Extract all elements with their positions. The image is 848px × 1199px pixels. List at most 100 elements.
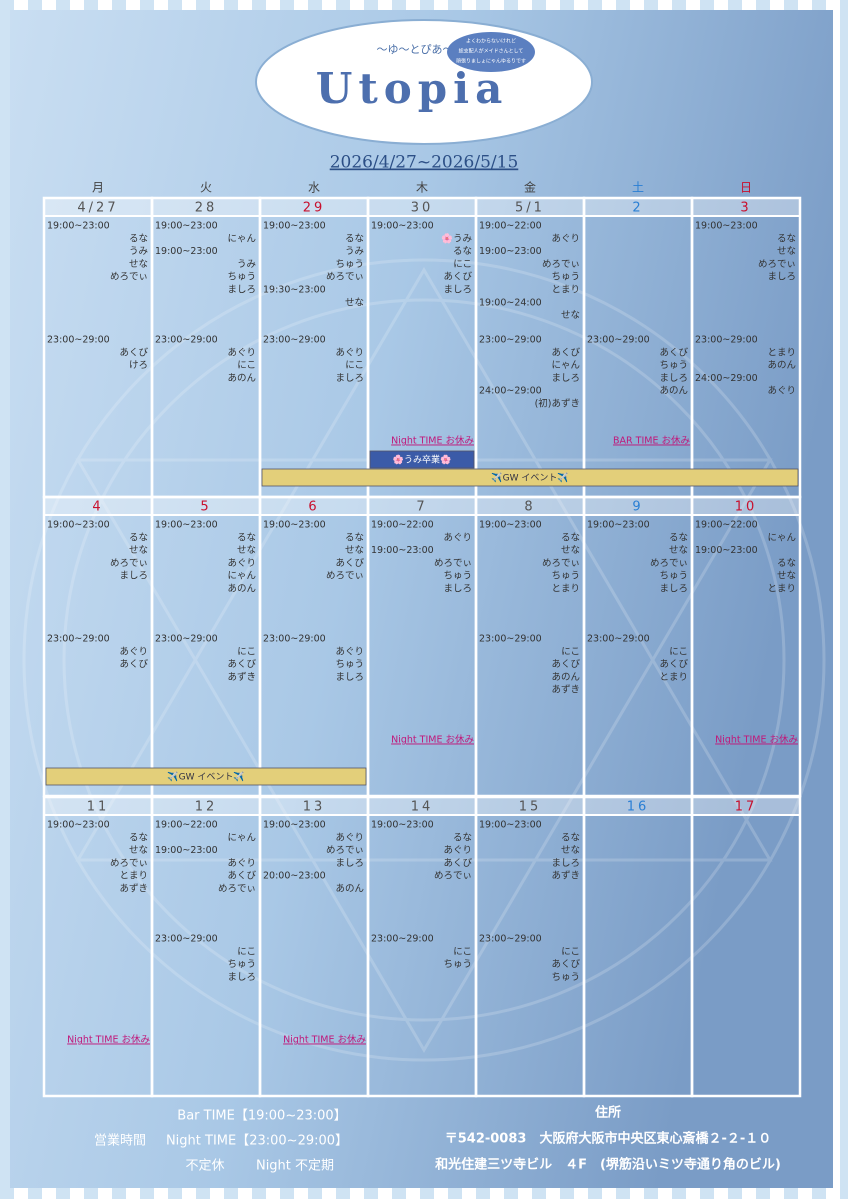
staff-name: ちゅう bbox=[443, 959, 472, 970]
weekday: 水 bbox=[308, 181, 320, 195]
staff-name: あくび bbox=[551, 659, 580, 670]
staff-name: あくび bbox=[659, 347, 688, 358]
staff-name: あくび bbox=[551, 959, 580, 970]
shift-time: 19:00~23:00 bbox=[479, 520, 542, 531]
staff-name: ちゅう bbox=[551, 272, 580, 283]
staff-name: あぐり bbox=[119, 646, 148, 657]
weekday: 木 bbox=[416, 181, 428, 195]
staff-name: にこ bbox=[561, 946, 580, 957]
shift-time: 19:00~22:00 bbox=[479, 221, 542, 232]
staff-name: ちゅう bbox=[659, 571, 688, 582]
staff-name: とまり bbox=[659, 672, 688, 683]
shift-time: 19:00~23:00 bbox=[479, 820, 542, 831]
staff-name: ましろ bbox=[227, 972, 256, 983]
hours-night: Night TIME【23:00~29:00】 bbox=[166, 1134, 348, 1149]
shift-time: 19:00~23:00 bbox=[155, 246, 218, 257]
weekday: 土 bbox=[632, 181, 644, 195]
date: 17 bbox=[735, 800, 758, 815]
staff-name: にゃん bbox=[767, 532, 796, 543]
staff-name: せな bbox=[345, 297, 364, 308]
closed-note: Night TIME お休み bbox=[391, 435, 474, 447]
staff-name: めろでぃ bbox=[326, 571, 364, 582]
staff-name: めろでぃ bbox=[758, 259, 796, 270]
staff-name: ちゅう bbox=[335, 659, 364, 670]
staff-name: にこ bbox=[669, 646, 688, 657]
staff-name: あぐり bbox=[335, 646, 364, 657]
shift-time: 23:00~29:00 bbox=[155, 934, 218, 945]
staff-name: あぐり bbox=[443, 845, 472, 856]
shift-time: 23:00~29:00 bbox=[263, 335, 326, 346]
shift-time: 19:00~23:00 bbox=[155, 520, 218, 531]
shift-time: 19:00~23:00 bbox=[371, 221, 434, 232]
staff-name: ましろ bbox=[119, 571, 148, 582]
date: 4/27 bbox=[77, 201, 118, 216]
staff-name: あくび bbox=[119, 659, 148, 670]
staff-name: ましろ bbox=[335, 373, 364, 384]
staff-name: とまり bbox=[551, 584, 580, 595]
address-line: 〒542-0083 大阪府大阪市中央区東心斎橋２-２-１０ bbox=[445, 1131, 772, 1147]
bubble-text: 総支配人がメイドさんとして bbox=[459, 48, 524, 55]
date: 6 bbox=[308, 500, 319, 515]
staff-name: にゃん bbox=[227, 233, 256, 244]
staff-name: るな bbox=[777, 233, 796, 244]
shift-time: 23:00~29:00 bbox=[587, 335, 650, 346]
staff-name: めろでぃ bbox=[110, 558, 148, 569]
weekday: 月 bbox=[92, 181, 104, 195]
staff-name: ちゅう bbox=[227, 959, 256, 970]
date: 16 bbox=[627, 800, 650, 815]
staff-name: るな bbox=[345, 233, 364, 244]
closed-note: Night TIME お休み bbox=[67, 1034, 150, 1046]
date: 8 bbox=[524, 500, 535, 515]
staff-name: あずき bbox=[551, 685, 580, 696]
date: 5 bbox=[200, 500, 211, 515]
staff-name: めろでぃ bbox=[434, 871, 472, 882]
staff-name: あぐり bbox=[443, 532, 472, 543]
date: 29 bbox=[303, 201, 326, 216]
staff-name: あぐり bbox=[767, 386, 796, 397]
staff-name: 🌸うみ bbox=[441, 232, 472, 244]
closed: 不定休 bbox=[185, 1159, 224, 1174]
shift-time: 23:00~29:00 bbox=[695, 335, 758, 346]
staff-name: るな bbox=[237, 532, 256, 543]
staff-name: るな bbox=[453, 246, 472, 257]
staff-name: ちゅう bbox=[551, 571, 580, 582]
staff-name: めろでぃ bbox=[110, 272, 148, 283]
shift-time: 23:00~29:00 bbox=[155, 335, 218, 346]
shift-time: 19:30~23:00 bbox=[263, 285, 326, 296]
staff-name: せな bbox=[669, 545, 688, 556]
staff-name: めろでぃ bbox=[650, 558, 688, 569]
staff-name: にこ bbox=[561, 646, 580, 657]
shift-time: 23:00~29:00 bbox=[371, 934, 434, 945]
closed-note: BAR TIME お休み bbox=[613, 435, 690, 447]
shift-time: 20:00~23:00 bbox=[263, 871, 326, 882]
staff-name: せな bbox=[129, 259, 148, 270]
staff-name: にこ bbox=[237, 360, 256, 371]
date: 4 bbox=[92, 500, 103, 515]
staff-name: あずき bbox=[227, 672, 256, 683]
event-label: ✈️GW イベント✈️ bbox=[167, 771, 244, 783]
staff-name: ましろ bbox=[335, 672, 364, 683]
staff-name: にゃん bbox=[227, 832, 256, 843]
closed-note: Night TIME お休み bbox=[283, 1034, 366, 1046]
staff-name: るな bbox=[129, 233, 148, 244]
staff-name: めろでぃ bbox=[218, 884, 256, 895]
hours-bar: Bar TIME【19:00~23:00】 bbox=[177, 1109, 346, 1124]
shift-time: 19:00~23:00 bbox=[587, 520, 650, 531]
shift-time: 23:00~29:00 bbox=[47, 335, 110, 346]
staff-name: ちゅう bbox=[443, 571, 472, 582]
shift-time: 19:00~23:00 bbox=[695, 221, 758, 232]
staff-name: にこ bbox=[237, 646, 256, 657]
staff-name: ちゅう bbox=[659, 360, 688, 371]
staff-name: あくび bbox=[227, 659, 256, 670]
shift-time: 19:00~22:00 bbox=[371, 520, 434, 531]
bubble bbox=[447, 32, 535, 72]
staff-name: せな bbox=[129, 545, 148, 556]
shift-time: 19:00~22:00 bbox=[155, 820, 218, 831]
panel bbox=[10, 10, 833, 1188]
date: 3 bbox=[740, 201, 751, 216]
staff-name: ましろ bbox=[335, 858, 364, 869]
staff-name: とまり bbox=[119, 871, 148, 882]
address-line: 和光住建三ツ寺ビル ４F (堺筋沿いミツ寺通り角のビル) bbox=[435, 1157, 781, 1173]
shift-time: 19:00~23:00 bbox=[479, 246, 542, 257]
